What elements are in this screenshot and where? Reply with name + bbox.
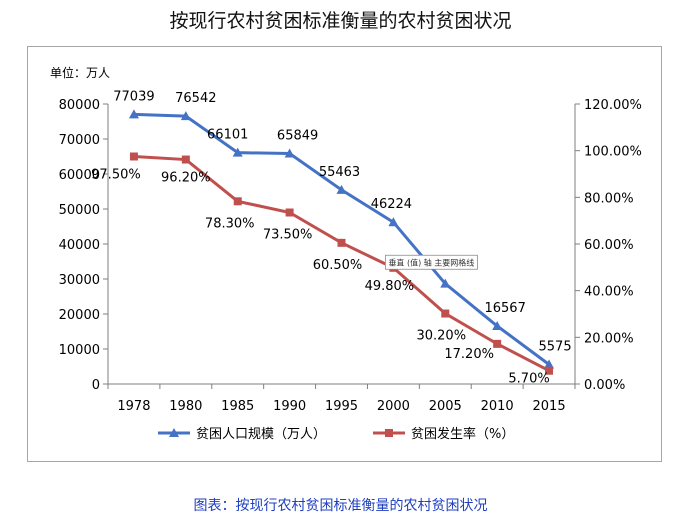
x-tick-label: 2010 <box>481 399 514 414</box>
x-tick-label: 2005 <box>429 399 462 414</box>
x-tick-label: 1978 <box>117 399 150 414</box>
legend-marker-population <box>169 428 179 437</box>
population-marker <box>180 111 191 121</box>
y-right-tick-label: 20.00% <box>584 331 634 346</box>
population-marker <box>440 278 451 288</box>
x-tick-label: 2000 <box>377 399 410 414</box>
population-data-label: 5575 <box>539 339 572 354</box>
page-title: 按现行农村贫困标准衡量的农村贫困状况 <box>169 10 512 32</box>
population-data-label: 16567 <box>484 301 525 316</box>
y-left-tick-label: 40000 <box>59 238 100 253</box>
rate-data-label: 17.20% <box>444 347 494 362</box>
population-marker <box>128 109 139 119</box>
y-left-tick-label: 0 <box>92 378 100 393</box>
y-left-tick-label: 70000 <box>59 133 100 148</box>
rate-data-label: 97.50% <box>91 168 141 183</box>
tooltip-text: 垂直 (值) 轴 主要网格线 <box>388 257 474 267</box>
x-tick-label: 1980 <box>169 399 202 414</box>
population-marker <box>492 321 503 331</box>
population-data-label: 55463 <box>319 165 360 180</box>
rate-data-label: 73.50% <box>263 228 313 243</box>
rate-marker <box>233 197 242 206</box>
legend-marker-rate <box>385 429 393 437</box>
rate-data-label: 5.70% <box>508 372 549 387</box>
rate-marker <box>493 339 502 348</box>
chart-svg: 单位：万人 0 10000 20000 30000 40000 50000 60000 700… <box>50 65 642 442</box>
legend-label-rate: 贫困发生率（%） <box>411 426 514 442</box>
population-data-label: 65849 <box>277 129 318 144</box>
rate-data-label: 60.50% <box>313 258 363 273</box>
rate-data-label: 78.30% <box>205 216 255 231</box>
y-left-tick-label: 50000 <box>59 203 100 218</box>
axes: 0 10000 20000 30000 40000 50000 60000 70000 8000… <box>59 98 642 414</box>
population-data-label: 46224 <box>371 197 412 212</box>
rate-marker <box>285 208 294 217</box>
population-marker <box>388 217 399 227</box>
y-left-tick-label: 60000 <box>59 168 100 183</box>
y-right-tick-label: 60.00% <box>584 238 634 253</box>
chart-container[interactable]: 单位：万人 0 10000 20000 30000 40000 50000 60000 700… <box>27 46 662 462</box>
figure-caption: 图表：按现行农村贫困标准衡量的农村贫困状况 <box>193 498 488 514</box>
population-marker <box>544 359 555 369</box>
x-tick-label: 2015 <box>533 399 566 414</box>
y-right-tick-label: 40.00% <box>584 285 634 300</box>
y-right-tick-label: 100.00% <box>584 145 642 160</box>
y-left-tick-label: 80000 <box>59 98 100 113</box>
population-marker <box>284 148 295 158</box>
rate-marker <box>129 152 138 161</box>
y-right-tick-label: 80.00% <box>584 191 634 206</box>
rate-marker <box>337 238 346 247</box>
population-marker <box>336 184 347 194</box>
legend-label-population: 贫困人口规模（万人） <box>196 426 326 442</box>
y-left-tick-label: 10000 <box>59 343 100 358</box>
rate-marker <box>545 366 554 375</box>
population-data-label: 77039 <box>113 89 154 104</box>
population-data-label: 66101 <box>207 128 248 143</box>
y-right-tick-label: 120.00% <box>584 98 642 113</box>
x-tick-label: 1995 <box>325 399 358 414</box>
data-markers <box>128 109 555 375</box>
y-left-tick-label: 30000 <box>59 273 100 288</box>
tooltip-box <box>384 254 478 270</box>
gridline-tooltip: 垂直 (值) 轴 主要网格线 <box>384 254 478 270</box>
y-right-tick-label: 0.00% <box>584 378 625 393</box>
data-labels: 7703976542661016584955463462242866216567… <box>91 89 571 386</box>
x-tick-label: 1990 <box>273 399 306 414</box>
y-axis-unit-label: 单位：万人 <box>50 65 110 80</box>
population-data-label: 76542 <box>175 91 216 106</box>
legend: 贫困人口规模（万人） 贫困发生率（%） <box>158 426 514 442</box>
population-marker <box>232 147 243 157</box>
rate-marker <box>181 155 190 164</box>
rate-data-label: 49.80% <box>365 279 415 294</box>
rate-marker <box>441 309 450 318</box>
x-tick-label: 1985 <box>221 399 254 414</box>
rate-data-label: 96.20% <box>161 171 211 186</box>
y-left-tick-label: 20000 <box>59 308 100 323</box>
rate-data-label: 30.20% <box>416 329 466 344</box>
